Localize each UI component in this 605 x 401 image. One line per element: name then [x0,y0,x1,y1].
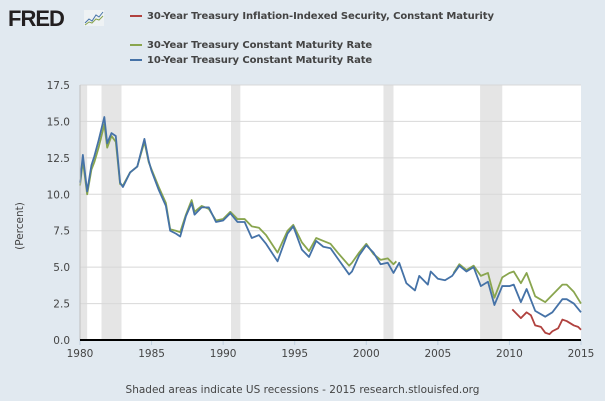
recession-band [383,85,394,340]
legend-item-30y: 30-Year Treasury Constant Maturity Rate [130,40,372,51]
plot-background [80,85,581,340]
recession-band [480,85,503,340]
logo-chart-icon [84,10,104,26]
x-tick-label: 1980 [67,348,94,360]
legend-label: 30-Year Treasury Constant Maturity Rate [147,40,373,51]
x-tick-label: 1990 [210,348,237,360]
footer-note: Shaded areas indicate US recessions - 20… [125,384,480,396]
legend-swatch [130,15,142,17]
x-tick-label: 2000 [353,348,380,360]
legend-swatch [130,59,142,61]
y-tick-label: 0.0 [53,335,70,347]
y-tick-label: 12.5 [47,153,70,165]
legend-swatch [130,44,142,46]
series-line-10y-treasury [79,116,582,318]
fred-logo[interactable]: FRED [8,6,65,31]
x-tick-label: 2010 [496,348,523,360]
x-tick-label: 2005 [424,348,451,360]
series-line-30y-treasury [452,263,582,305]
series-line-30y-tips [511,308,582,336]
y-tick-label: 15.0 [47,116,70,128]
y-tick-label: 7.5 [53,226,70,238]
y-tick-label: 2.5 [53,299,70,311]
y-tick-label: 5.0 [53,262,70,274]
x-tick-label: 1995 [281,348,308,360]
legend-label: 10-Year Treasury Constant Maturity Rate [147,55,373,66]
legend-item-tips-30y: 30-Year Treasury Inflation-Indexed Secur… [130,11,494,22]
y-tick-label: 17.5 [47,80,70,92]
legend-label: 30-Year Treasury Inflation-Indexed Secur… [147,11,494,22]
recession-band [231,85,241,340]
recession-band [80,85,88,340]
x-tick-label: 1985 [138,348,165,360]
y-tick-label: 10.0 [47,189,70,201]
legend-item-10y: 10-Year Treasury Constant Maturity Rate [130,55,372,66]
x-tick-label: 2015 [568,348,595,360]
